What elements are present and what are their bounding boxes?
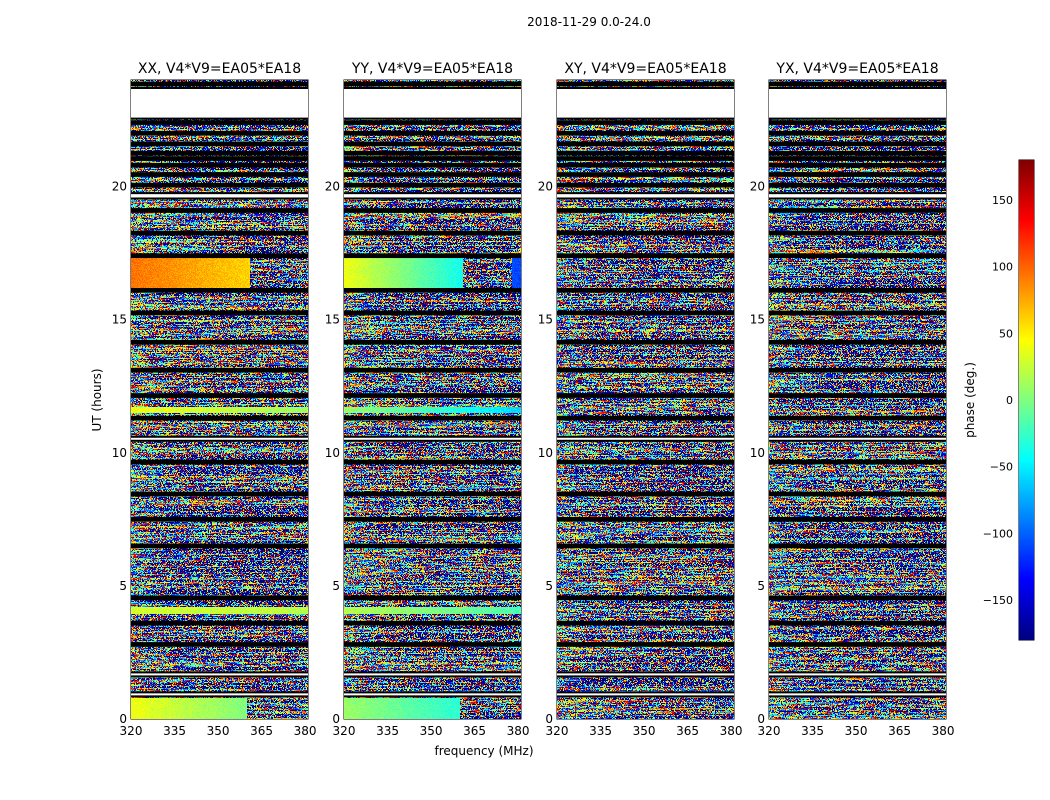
y-tick-label: 15: [538, 313, 553, 327]
x-tick-label: 350: [420, 724, 443, 738]
y-tick-label: 0: [545, 712, 553, 726]
x-tick-label: 350: [633, 724, 656, 738]
y-tick-label: 5: [332, 579, 340, 593]
colorbar-tick-label: 50: [999, 327, 1013, 340]
y-tick-label: 10: [538, 446, 553, 460]
colorbar-tick-label: −150: [983, 594, 1013, 607]
phase-image-3: [557, 80, 734, 719]
phase-image-4: [769, 80, 946, 719]
colorbar-tick-label: 0: [1006, 394, 1013, 407]
x-tick-label: 335: [589, 724, 612, 738]
y-tick-label: 0: [119, 712, 127, 726]
y-tick-label: 15: [112, 313, 127, 327]
x-tick-label: 380: [932, 724, 955, 738]
panel-title-2: YY, V4*V9=EA05*EA18: [351, 61, 513, 77]
x-tick-label: 365: [676, 724, 699, 738]
colorbar-gradient: [1019, 160, 1034, 640]
colorbar-tick-label: −100: [983, 527, 1013, 540]
x-tick-label: 350: [845, 724, 868, 738]
panel-title-4: YX, V4*V9=EA05*EA18: [775, 61, 938, 77]
colorbar: 150 100 50 0 −50 −100 −150: [983, 159, 1035, 641]
x-tick-label: 335: [376, 724, 399, 738]
y-tick-label: 20: [325, 180, 340, 194]
x-tick-label: 365: [463, 724, 486, 738]
colorbar-tick-label: 150: [992, 194, 1013, 207]
y-axis-label: UT (hours): [90, 368, 104, 431]
y-tick-label: 0: [332, 712, 340, 726]
y-tick-label: 15: [750, 313, 765, 327]
x-tick-label: 320: [333, 724, 356, 738]
x-tick-label: 365: [250, 724, 273, 738]
panel-title-1: XX, V4*V9=EA05*EA18: [138, 61, 301, 77]
x-axis-label: frequency (MHz): [434, 744, 533, 758]
x-tick-label: 350: [207, 724, 230, 738]
x-tick-label: 365: [888, 724, 911, 738]
y-tick-label: 10: [750, 446, 765, 460]
panels-layer: XX, V4*V9=EA05*EA18 320 335 350 365 380 0 5 10 15…: [112, 61, 955, 738]
x-tick-label: 320: [120, 724, 143, 738]
figure-suptitle: 2018-11-29 0.0-24.0: [527, 15, 651, 29]
panel-title-3: XY, V4*V9=EA05*EA18: [564, 61, 726, 77]
x-tick-label: 380: [507, 724, 530, 738]
y-tick-label: 5: [119, 579, 127, 593]
y-tick-label: 20: [750, 180, 765, 194]
y-tick-label: 10: [112, 446, 127, 460]
x-tick-label: 380: [294, 724, 317, 738]
x-tick-label: 320: [758, 724, 781, 738]
x-tick-label: 335: [163, 724, 186, 738]
y-tick-label: 20: [112, 180, 127, 194]
y-tick-label: 5: [545, 579, 553, 593]
colorbar-tick-label: −50: [990, 461, 1013, 474]
y-tick-label: 0: [757, 712, 765, 726]
y-tick-label: 10: [325, 446, 340, 460]
y-tick-label: 15: [325, 313, 340, 327]
phase-image-2: [344, 80, 521, 719]
x-tick-label: 335: [801, 724, 824, 738]
phase-image-1: [131, 80, 308, 719]
colorbar-tick-label: 100: [992, 261, 1013, 274]
colorbar-label: phase (deg.): [963, 362, 977, 438]
x-tick-label: 380: [720, 724, 743, 738]
y-tick-label: 5: [757, 579, 765, 593]
x-tick-label: 320: [546, 724, 569, 738]
y-tick-label: 20: [538, 180, 553, 194]
